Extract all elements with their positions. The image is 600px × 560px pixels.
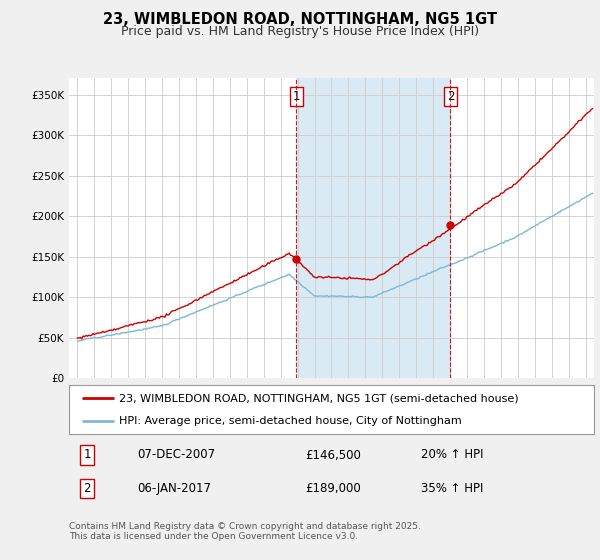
Text: 2: 2 [446,90,454,102]
Text: 06-JAN-2017: 06-JAN-2017 [137,482,211,495]
Text: 1: 1 [293,90,300,102]
Text: 1: 1 [83,449,91,461]
Text: HPI: Average price, semi-detached house, City of Nottingham: HPI: Average price, semi-detached house,… [119,416,461,426]
Text: 07-DEC-2007: 07-DEC-2007 [137,449,215,461]
Text: 23, WIMBLEDON ROAD, NOTTINGHAM, NG5 1GT: 23, WIMBLEDON ROAD, NOTTINGHAM, NG5 1GT [103,12,497,27]
Text: Contains HM Land Registry data © Crown copyright and database right 2025.
This d: Contains HM Land Registry data © Crown c… [69,522,421,542]
Text: Price paid vs. HM Land Registry's House Price Index (HPI): Price paid vs. HM Land Registry's House … [121,25,479,38]
Text: 35% ↑ HPI: 35% ↑ HPI [421,482,483,495]
Text: £146,500: £146,500 [305,449,361,461]
Bar [296,78,451,378]
Text: 23, WIMBLEDON ROAD, NOTTINGHAM, NG5 1GT (semi-detached house): 23, WIMBLEDON ROAD, NOTTINGHAM, NG5 1GT … [119,393,518,403]
Text: 2: 2 [83,482,91,495]
Text: 20% ↑ HPI: 20% ↑ HPI [421,449,483,461]
Text: £189,000: £189,000 [305,482,361,495]
